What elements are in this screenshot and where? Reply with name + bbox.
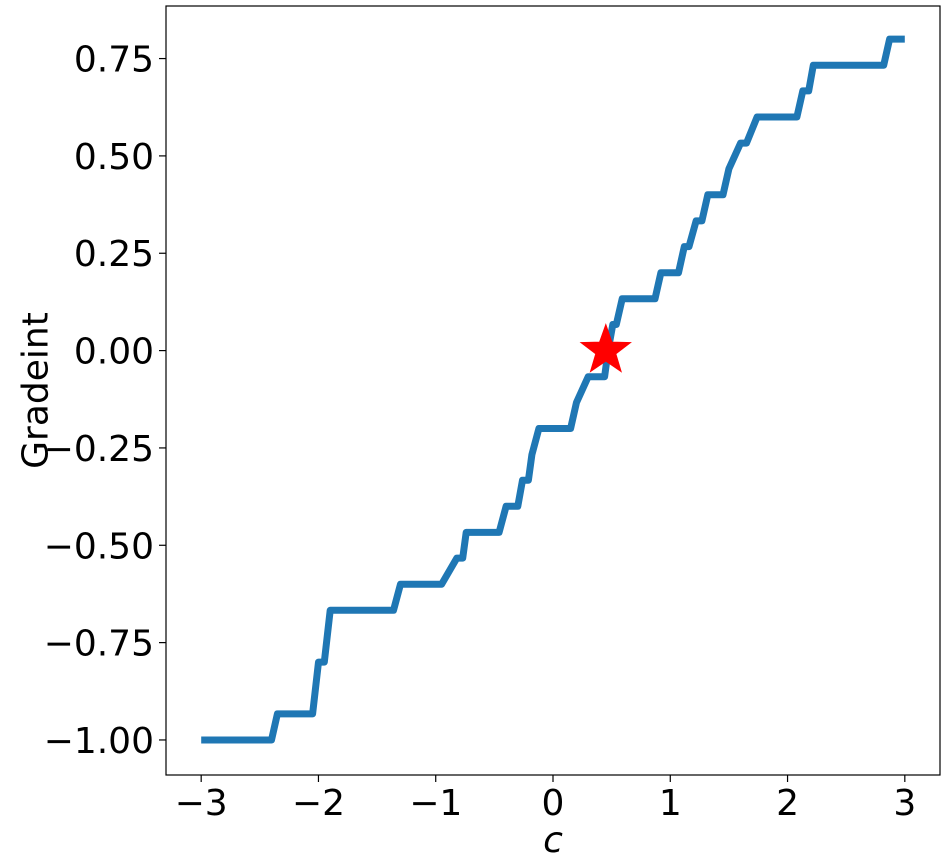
x-tick-label-3: 0: [542, 783, 565, 824]
x-tick-label-6: 3: [893, 783, 916, 824]
x-tick-label-1: −2: [292, 783, 345, 824]
y-tick-label-6: 0.50: [74, 137, 154, 178]
y-axis-ticks: −1.00 −0.75 −0.50 −0.25 0.00 0.25 0.50 0.75: [44, 40, 166, 762]
y-axis-title: Gradeint: [16, 312, 57, 469]
x-tick-label-5: 2: [776, 783, 799, 824]
x-tick-label-4: 1: [659, 783, 682, 824]
x-tick-label-2: −1: [409, 783, 462, 824]
y-tick-label-4: 0.00: [74, 332, 154, 373]
y-tick-label-1: −0.75: [44, 624, 154, 665]
marker-layer: [579, 323, 632, 373]
x-axis-title: c: [543, 820, 563, 861]
y-tick-label-7: 0.75: [74, 40, 154, 81]
x-tick-label-0: −3: [175, 783, 228, 824]
y-tick-label-0: −1.00: [44, 721, 154, 762]
y-tick-label-5: 0.25: [74, 234, 154, 275]
x-axis-ticks: −3 −2 −1 0 1 2 3: [175, 775, 916, 824]
star-marker-0: [579, 323, 632, 373]
y-tick-label-2: −0.50: [44, 526, 154, 567]
y-tick-label-3: −0.25: [44, 429, 154, 470]
